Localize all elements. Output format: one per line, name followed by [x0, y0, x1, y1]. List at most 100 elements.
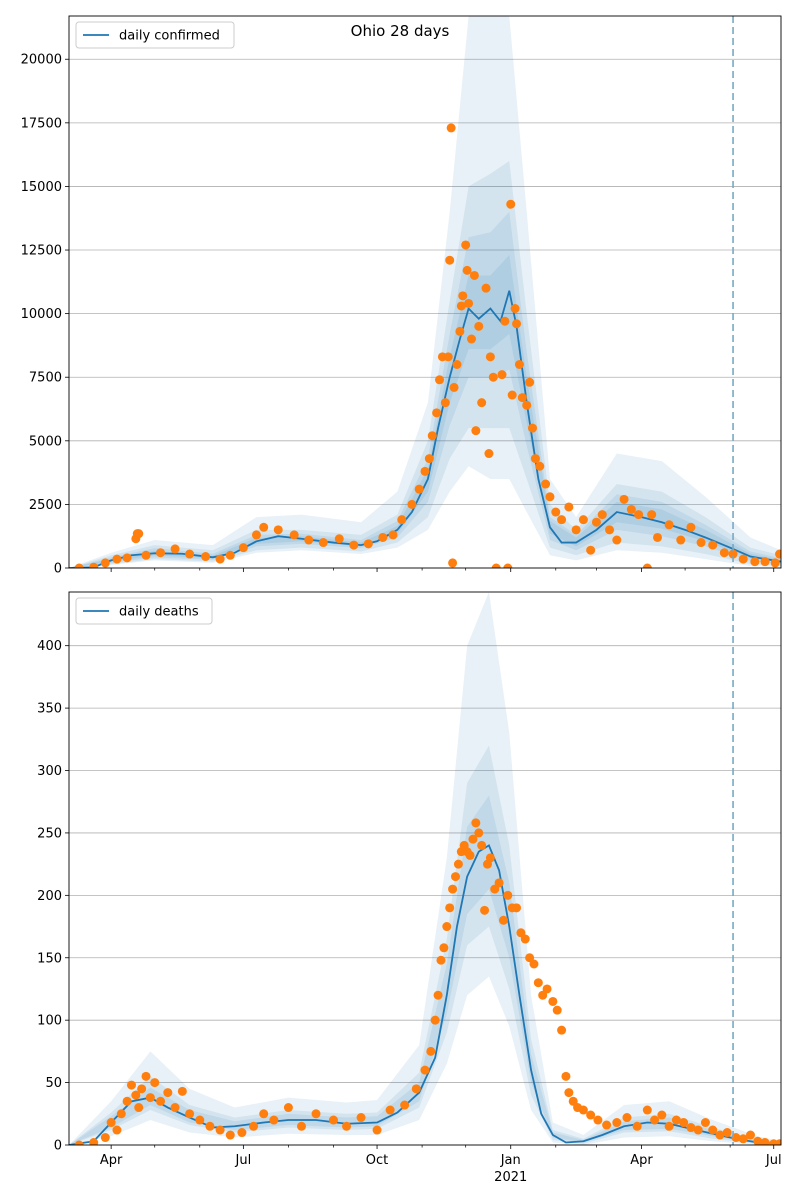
- data-point: [455, 326, 465, 336]
- data-point: [612, 1118, 622, 1128]
- data-point: [593, 1115, 603, 1125]
- data-point: [145, 1093, 155, 1103]
- data-point: [456, 301, 466, 311]
- data-point: [642, 1105, 652, 1115]
- y-tick-label: 7500: [29, 371, 62, 386]
- data-point: [650, 1115, 660, 1125]
- data-point: [548, 996, 558, 1006]
- data-point: [100, 558, 110, 568]
- data-point: [259, 1109, 269, 1119]
- plot-area: [69, 16, 781, 568]
- data-point: [517, 393, 527, 403]
- data-point: [443, 352, 453, 362]
- uncertainty-band-3: [69, 592, 781, 1145]
- legend-label: daily deaths: [119, 605, 199, 620]
- data-point: [552, 1005, 562, 1015]
- data-point: [715, 1130, 725, 1140]
- data-point: [156, 1096, 166, 1106]
- data-point: [578, 1105, 588, 1115]
- data-point: [141, 550, 151, 560]
- x-tick-label: Jan: [500, 1153, 521, 1168]
- y-tick-label: 50: [45, 1076, 62, 1091]
- data-point: [89, 1138, 99, 1145]
- data-point: [647, 510, 657, 520]
- data-point: [156, 548, 166, 558]
- y-tick-label: 12500: [21, 244, 62, 259]
- data-point: [356, 1113, 366, 1123]
- y-tick-label: 17500: [21, 116, 62, 131]
- data-point: [106, 1118, 116, 1128]
- x-tick-label: Apr: [630, 1153, 653, 1168]
- data-point: [283, 1103, 293, 1113]
- data-point: [349, 540, 359, 550]
- data-point: [433, 990, 443, 1000]
- data-point: [137, 1084, 147, 1094]
- data-point: [424, 454, 434, 464]
- data-point: [530, 454, 540, 464]
- data-point: [430, 1015, 440, 1025]
- data-point: [225, 550, 235, 560]
- data-point: [506, 199, 516, 209]
- data-point: [619, 494, 629, 504]
- data-point: [469, 270, 479, 280]
- y-tick-label: 400: [37, 639, 62, 654]
- data-point: [251, 530, 261, 540]
- data-point: [122, 1096, 132, 1106]
- data-point: [445, 903, 455, 913]
- data-point: [448, 884, 458, 894]
- data-point: [259, 522, 269, 532]
- data-point: [289, 530, 299, 540]
- data-point: [400, 1100, 410, 1110]
- data-point: [112, 554, 122, 564]
- data-point: [676, 535, 686, 545]
- data-point: [432, 408, 442, 418]
- data-point: [131, 1090, 141, 1100]
- data-point: [471, 818, 481, 828]
- data-point: [185, 549, 195, 559]
- y-tick-label: 0: [54, 1139, 62, 1154]
- data-point: [775, 1139, 781, 1145]
- data-point: [150, 1078, 160, 1088]
- data-point: [163, 1088, 173, 1098]
- chart-title: Ohio 28 days: [350, 22, 450, 40]
- data-point: [112, 1125, 122, 1135]
- data-point: [471, 426, 481, 436]
- data-point: [503, 563, 513, 568]
- panel-1: 0 2500 5000 7500 10000 12500 15000 17500 20000 da…: [21, 15, 782, 577]
- data-point: [568, 1096, 578, 1106]
- data-point: [597, 510, 607, 520]
- data-point: [269, 1115, 279, 1125]
- data-point: [414, 484, 424, 494]
- data-point: [318, 538, 328, 548]
- data-point: [612, 535, 622, 545]
- data-point: [304, 535, 314, 545]
- data-point: [671, 1115, 681, 1125]
- x-tick-label: Apr: [100, 1153, 123, 1168]
- data-point: [760, 1138, 770, 1145]
- data-point: [485, 853, 495, 863]
- data-point: [436, 955, 446, 965]
- data-point: [440, 398, 450, 408]
- data-point: [564, 1088, 574, 1098]
- data-point: [686, 1123, 696, 1133]
- data-point: [453, 859, 463, 869]
- data-point: [74, 1140, 84, 1145]
- data-point: [708, 1125, 718, 1135]
- data-point: [664, 1121, 674, 1131]
- data-point: [466, 334, 476, 344]
- data-point: [632, 1121, 642, 1131]
- legend-label: daily confirmed: [119, 29, 220, 44]
- data-point: [89, 562, 99, 568]
- data-point: [693, 1125, 703, 1135]
- data-point: [141, 1071, 151, 1081]
- data-point: [296, 1121, 306, 1131]
- legend-box: [75, 21, 235, 49]
- data-point: [529, 959, 539, 969]
- data-point: [542, 984, 552, 994]
- data-point: [461, 240, 471, 250]
- data-point: [122, 553, 132, 563]
- data-point: [485, 352, 495, 362]
- data-point: [385, 1105, 395, 1115]
- series-line: [69, 290, 781, 568]
